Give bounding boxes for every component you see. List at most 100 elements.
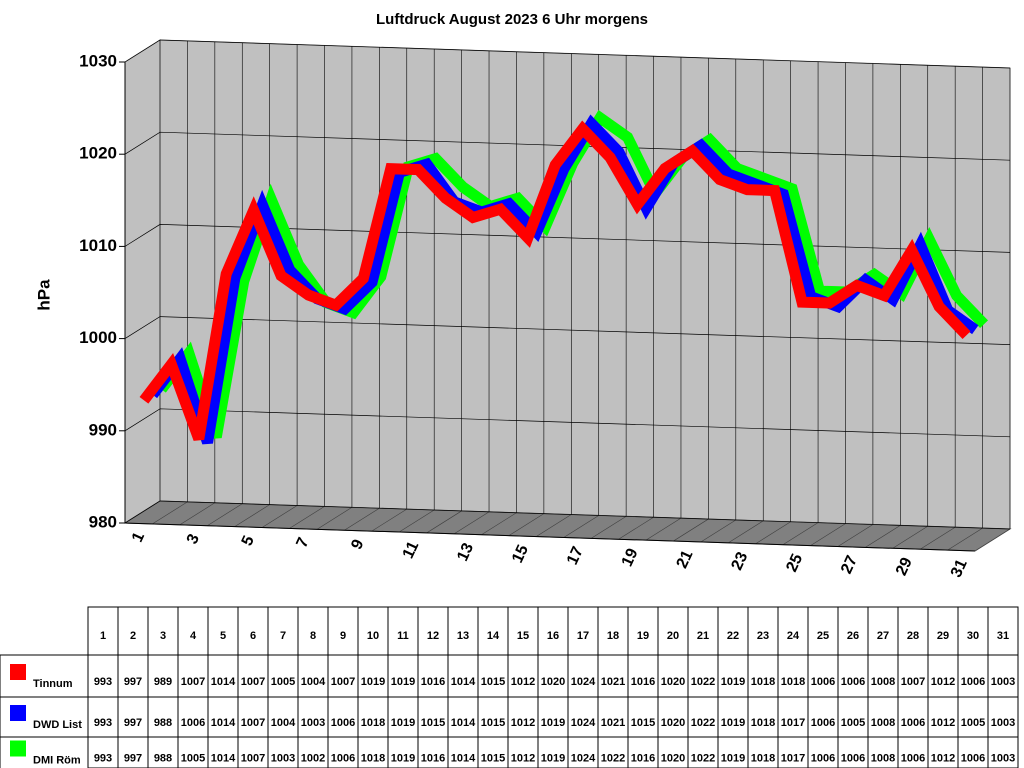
table-cell: 1004	[301, 676, 326, 688]
floor-divider	[234, 504, 270, 527]
table-cell: 1020	[661, 752, 685, 764]
floor-divider	[563, 515, 599, 538]
floor-divider	[947, 527, 983, 551]
table-header: 19	[637, 630, 649, 642]
table-cell: 1003	[271, 752, 295, 764]
table-header: 6	[250, 630, 256, 642]
table-cell: 1003	[991, 717, 1015, 729]
legend-label: DMI Röm	[33, 754, 81, 766]
table-cell: 988	[154, 752, 172, 764]
table-cell: 1012	[511, 752, 535, 764]
table-header: 2	[130, 630, 136, 642]
floor-divider	[865, 525, 901, 548]
table-header: 15	[517, 630, 529, 642]
x-tick-label: 25	[783, 551, 806, 574]
table-cell: 1016	[421, 752, 445, 764]
table-cell: 1019	[541, 717, 565, 729]
table-cell: 1003	[991, 676, 1015, 688]
grid-line	[124, 408, 1011, 438]
table-cell: 1021	[601, 676, 625, 688]
floor-divider	[261, 505, 298, 528]
table-cell: 1007	[331, 676, 355, 688]
table-cell: 1019	[361, 676, 385, 688]
table-cell: 1019	[391, 752, 415, 764]
table-header: 8	[310, 630, 316, 642]
floor-divider	[508, 513, 545, 536]
table-cell: 1008	[871, 752, 895, 764]
table-cell: 1006	[811, 717, 835, 729]
y-tick-label: 1010	[79, 236, 117, 255]
table-header: 26	[847, 630, 859, 642]
table-cell: 1007	[241, 752, 265, 764]
floor-divider	[645, 517, 682, 541]
x-tick-label: 3	[184, 531, 203, 546]
table-cell: 989	[154, 676, 172, 688]
series-line	[139, 120, 971, 441]
table-cell: 1019	[541, 752, 565, 764]
table-cell: 1014	[451, 717, 476, 729]
chart-title: Luftdruck August 2023 6 Uhr morgens	[376, 11, 648, 28]
table-cell: 1012	[931, 752, 955, 764]
floor-divider	[371, 508, 407, 532]
legend-label: DWD List	[33, 719, 82, 731]
table-cell: 1020	[541, 676, 565, 688]
table-cell: 1015	[631, 717, 655, 729]
table-header: 9	[340, 630, 346, 642]
floor-divider	[673, 518, 709, 542]
table-cell: 1005	[271, 676, 295, 688]
table-cell: 1014	[211, 676, 236, 688]
table-cell: 1005	[841, 717, 865, 729]
table-cell: 1006	[811, 676, 835, 688]
table-cell: 1022	[691, 676, 715, 688]
table-cell: 1006	[961, 752, 985, 764]
table-cell: 1014	[451, 676, 476, 688]
table-cell: 988	[154, 717, 172, 729]
table-header: 11	[397, 630, 409, 642]
table-cell: 1006	[181, 717, 205, 729]
table-cell: 1012	[931, 676, 955, 688]
table-cell: 1018	[781, 676, 805, 688]
table-header: 16	[547, 630, 559, 642]
table-cell: 1024	[571, 717, 596, 729]
table-header: 27	[877, 630, 889, 642]
table-cell: 1005	[181, 752, 205, 764]
table-cell: 1012	[511, 717, 535, 729]
grid-line	[124, 500, 1011, 530]
table-header: 5	[220, 630, 226, 642]
x-tick-label: 1	[129, 530, 148, 545]
table-cell: 997	[124, 676, 142, 688]
table-cell: 1007	[181, 676, 205, 688]
floor-divider	[974, 528, 1011, 552]
table-header: 23	[757, 630, 769, 642]
x-tick-label: 21	[674, 548, 697, 571]
table-cell: 1006	[901, 717, 925, 729]
table-cell: 1003	[991, 752, 1015, 764]
table-cell: 1016	[631, 752, 655, 764]
x-axis	[124, 522, 976, 552]
table-header: 7	[280, 630, 286, 642]
table-cell: 1022	[601, 752, 625, 764]
table-cell: 1005	[961, 717, 985, 729]
floor-divider	[755, 521, 791, 545]
table-header: 13	[457, 630, 469, 642]
table-cell: 1018	[361, 752, 385, 764]
table-cell: 1024	[571, 676, 596, 688]
floor-divider	[700, 519, 736, 543]
table-cell: 1007	[901, 676, 925, 688]
table-cell: 1014	[211, 717, 236, 729]
table-cell: 1014	[211, 752, 236, 764]
table-cell: 1015	[481, 676, 505, 688]
x-tick-label: 13	[454, 540, 477, 563]
table-cell: 1006	[841, 676, 865, 688]
x-tick-label: 9	[348, 537, 367, 552]
table-cell: 1016	[631, 676, 655, 688]
floor-divider	[399, 509, 435, 533]
y-tick-label: 1030	[79, 51, 117, 70]
table-cell: 1015	[421, 717, 445, 729]
floor-divider	[728, 520, 764, 544]
y-tick-label: 1000	[79, 328, 117, 347]
grid-line	[124, 224, 1011, 253]
floor-divider	[316, 507, 353, 530]
table-cell: 1020	[661, 676, 685, 688]
x-tick-label: 17	[564, 544, 587, 567]
